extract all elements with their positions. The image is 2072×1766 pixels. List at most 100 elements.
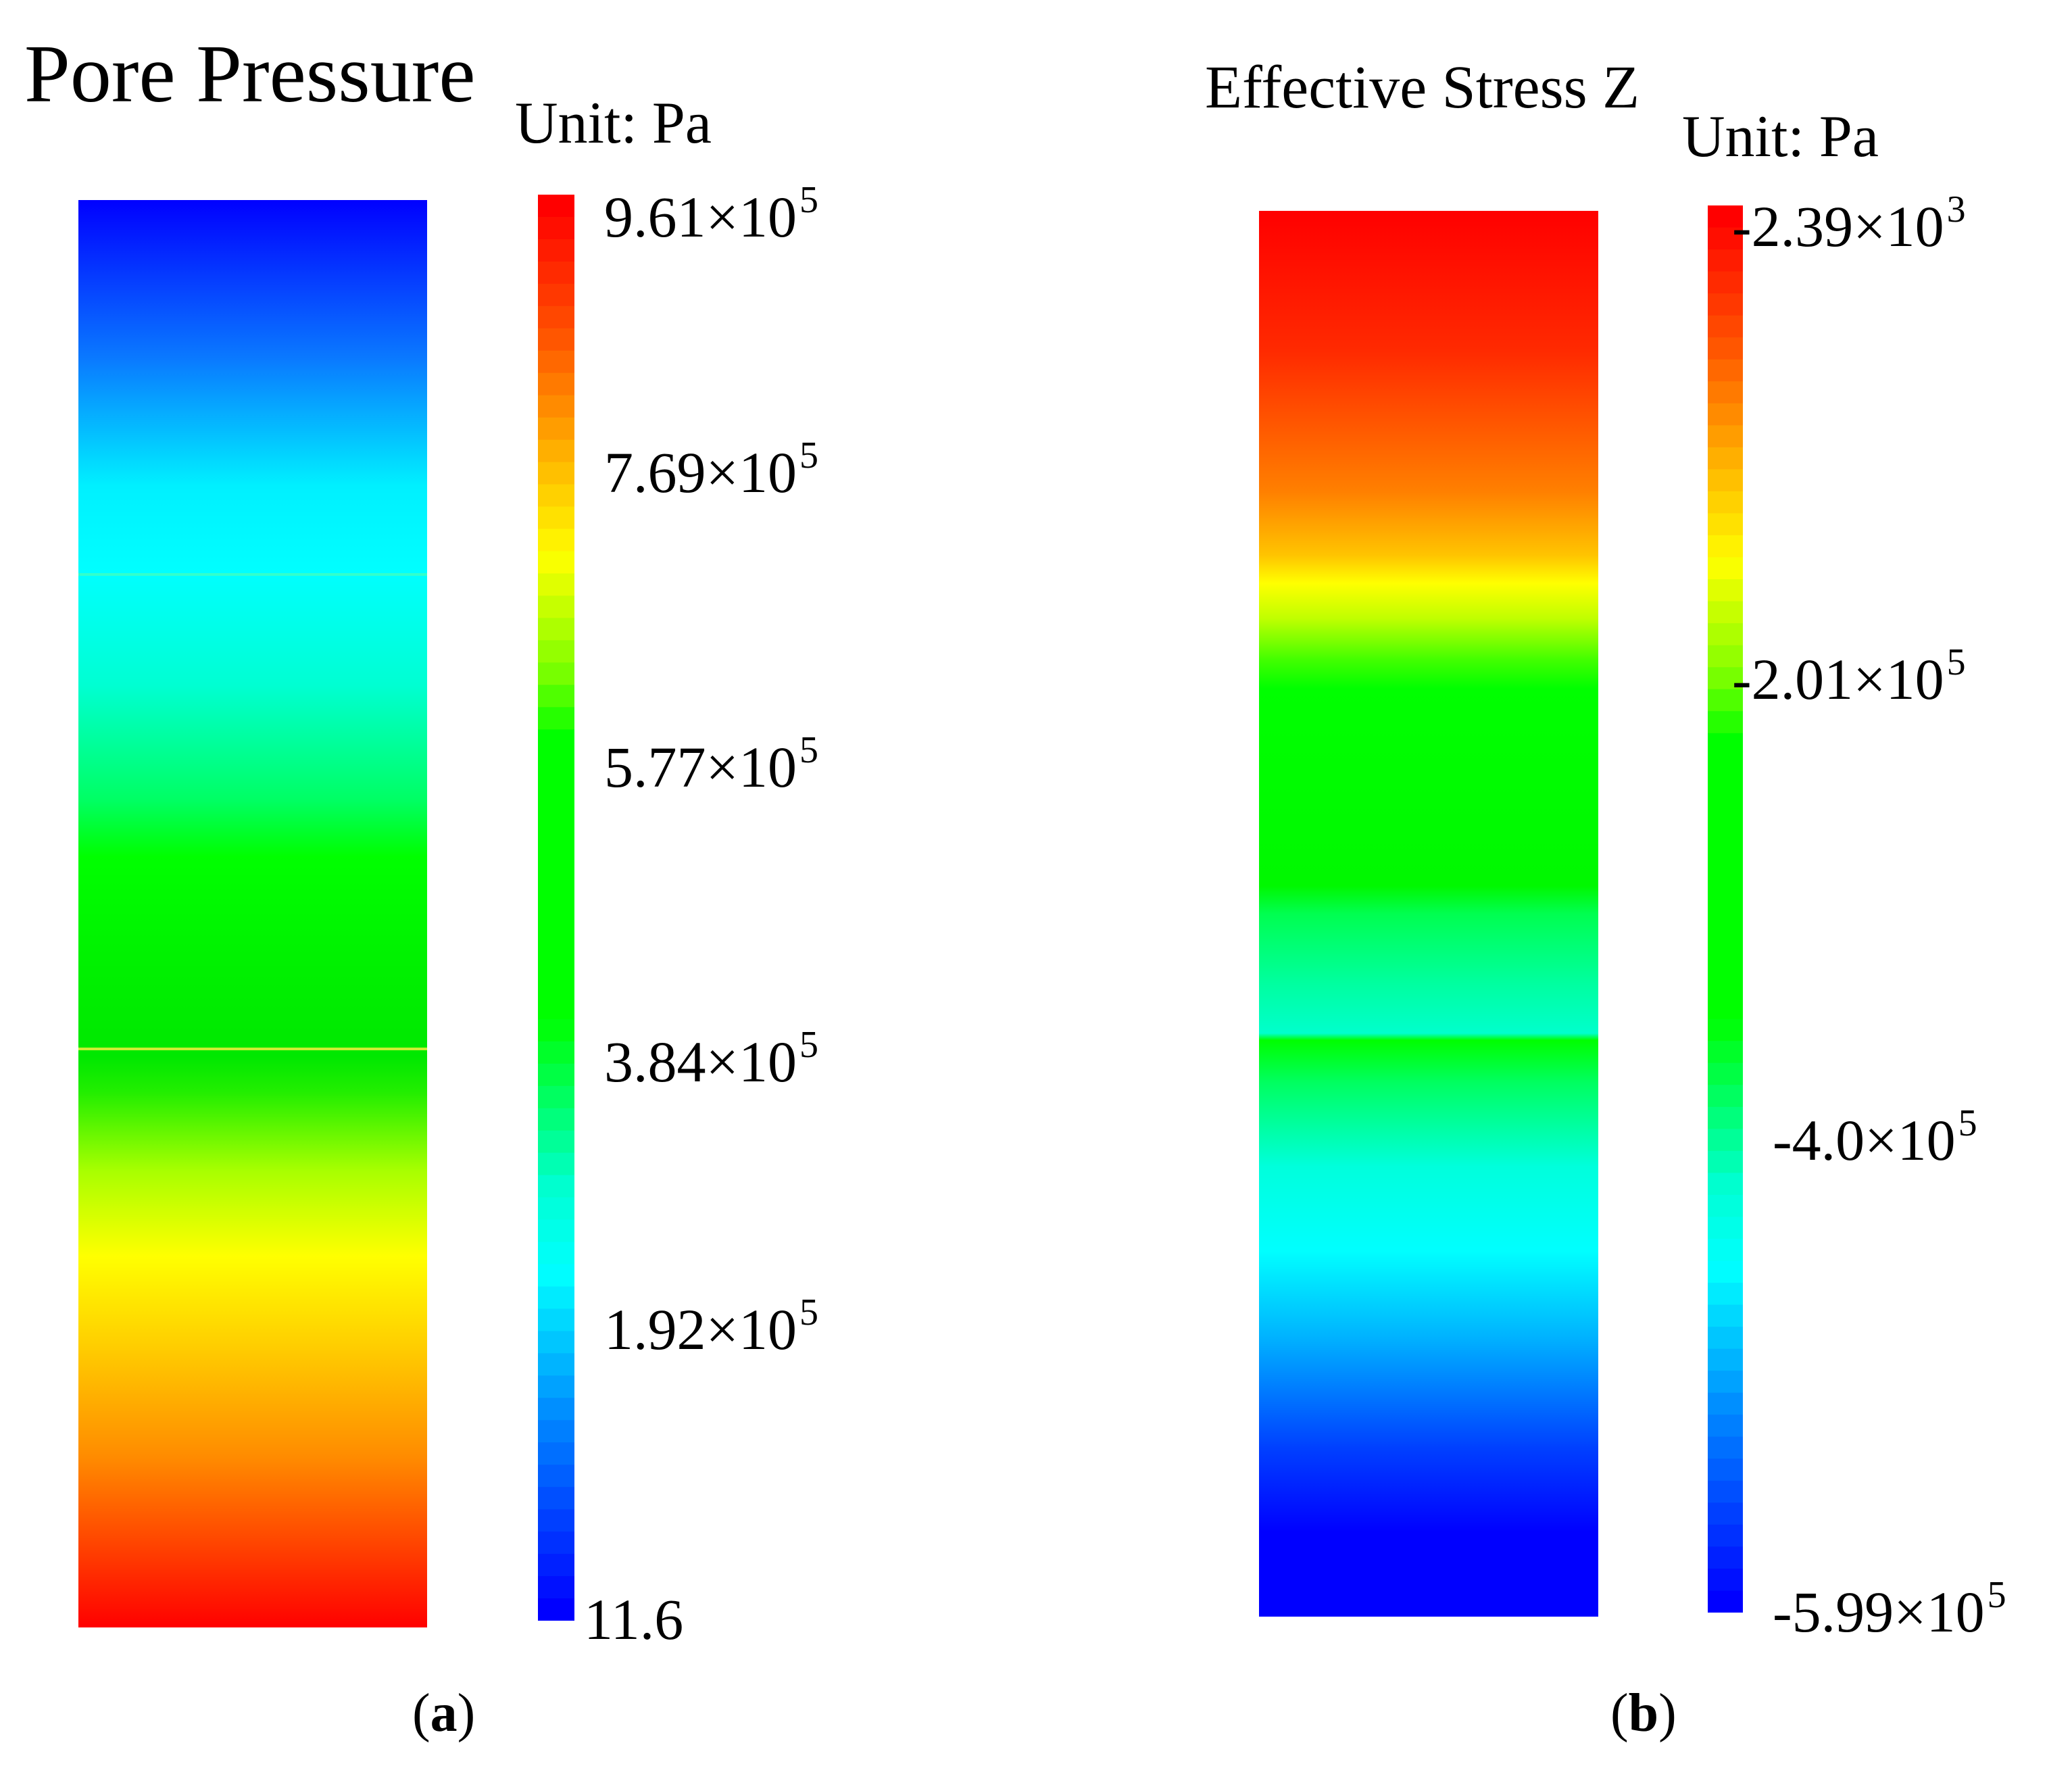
colorbar-segment bbox=[538, 328, 574, 351]
colorbar-segment bbox=[1708, 1568, 1743, 1592]
colorbar-segment bbox=[538, 1509, 574, 1532]
colorbar-segment bbox=[1708, 1062, 1743, 1085]
colorbar-segment bbox=[1708, 1524, 1743, 1548]
colorbar-segment bbox=[1708, 1085, 1743, 1108]
colorbar-segment bbox=[538, 1286, 574, 1310]
colorbar-segment bbox=[538, 195, 574, 218]
colorbar-segment bbox=[1708, 535, 1743, 558]
colorbar-segment bbox=[538, 573, 574, 597]
colorbar-segment bbox=[1708, 1327, 1743, 1350]
colorbar-segment bbox=[1708, 1260, 1743, 1283]
colorbar-segment bbox=[1708, 601, 1743, 624]
colorbar-segment bbox=[538, 1041, 574, 1064]
colorbar-segment bbox=[1708, 1546, 1743, 1569]
layer-boundary-1 bbox=[78, 573, 427, 576]
colorbar-segment bbox=[538, 1531, 574, 1554]
layer-boundary-2 bbox=[78, 1048, 427, 1050]
colorbar-segment bbox=[1708, 1480, 1743, 1503]
colorbar-segment bbox=[538, 1353, 574, 1376]
colorbar-segment bbox=[1708, 1106, 1743, 1129]
colorbar-tick-label: -4.0×105 bbox=[1773, 1102, 1977, 1173]
pore-pressure-fill bbox=[78, 200, 427, 1627]
colorbar-segment bbox=[538, 216, 574, 240]
panel-caption: (b) bbox=[1610, 1684, 1677, 1743]
colorbar-segment bbox=[538, 996, 574, 1020]
colorbar-segment bbox=[538, 1398, 574, 1421]
colorbar-segment bbox=[538, 640, 574, 663]
colorbar-segment bbox=[1708, 799, 1743, 822]
colorbar-segment bbox=[538, 685, 574, 708]
colorbar-segment bbox=[1708, 227, 1743, 250]
colorbar-segment bbox=[538, 305, 574, 329]
colorbar-segment bbox=[1708, 909, 1743, 932]
colorbar-segment bbox=[538, 462, 574, 485]
colorbar-tick-label: 7.69×105 bbox=[604, 435, 819, 505]
colorbar-segment bbox=[1708, 1436, 1743, 1459]
colorbar-segment bbox=[538, 1197, 574, 1221]
colorbar-segment bbox=[1708, 777, 1743, 800]
colorbar-segment bbox=[538, 350, 574, 374]
colorbar-segment bbox=[538, 929, 574, 953]
colorbar-segment bbox=[538, 261, 574, 285]
colorbar-segment bbox=[538, 439, 574, 463]
unit-label: Unit: Pa bbox=[1682, 104, 1879, 170]
colorbar-segment bbox=[1708, 1502, 1743, 1525]
colorbar-segment bbox=[538, 952, 574, 975]
colorbar-segment bbox=[1708, 997, 1743, 1020]
effective-stress-fill bbox=[1259, 211, 1598, 1617]
colorbar-segment bbox=[1708, 513, 1743, 536]
colorbar-segment bbox=[538, 1264, 574, 1287]
colorbar-segment bbox=[538, 1442, 574, 1465]
colorbar-segment bbox=[1708, 1283, 1743, 1306]
colorbar-segment bbox=[1708, 887, 1743, 910]
colorbar-segment bbox=[538, 529, 574, 552]
colorbar-segment bbox=[1708, 953, 1743, 976]
colorbar-segment bbox=[538, 908, 574, 931]
colorbar-segment bbox=[1708, 623, 1743, 646]
colorbar-segment bbox=[1708, 403, 1743, 426]
colorbar-segment bbox=[1708, 425, 1743, 448]
colorbar-segment bbox=[538, 1219, 574, 1243]
colorbar-segment bbox=[1708, 491, 1743, 514]
colorbar-segment bbox=[538, 662, 574, 685]
colorbar-segment bbox=[1708, 689, 1743, 712]
colorbar-segment bbox=[538, 506, 574, 530]
colorbar-segment bbox=[538, 1420, 574, 1443]
colorbar bbox=[1708, 205, 1743, 1613]
colorbar-segment bbox=[538, 841, 574, 864]
colorbar-segment bbox=[1708, 271, 1743, 294]
colorbar-segment bbox=[538, 283, 574, 307]
colorbar-segment bbox=[538, 239, 574, 262]
colorbar-segment bbox=[1708, 1458, 1743, 1481]
colorbar-segment bbox=[538, 796, 574, 819]
colorbar-segment bbox=[538, 885, 574, 908]
colorbar-segment bbox=[1708, 1173, 1743, 1196]
colorbar-segment bbox=[538, 1130, 574, 1154]
colorbar-segment bbox=[538, 395, 574, 418]
colorbar-segment bbox=[1708, 864, 1743, 888]
colorbar-segment bbox=[1708, 755, 1743, 778]
colorbar-segment bbox=[1708, 1371, 1743, 1394]
colorbar-segment bbox=[1708, 359, 1743, 382]
colorbar-segment bbox=[1708, 249, 1743, 272]
colorbar-segment bbox=[538, 1063, 574, 1087]
colorbar-segment bbox=[1708, 1129, 1743, 1152]
colorbar-segment bbox=[1708, 645, 1743, 668]
colorbar-segment bbox=[1708, 711, 1743, 734]
colorbar-tick-label: 5.77×105 bbox=[604, 729, 819, 800]
colorbar-segment bbox=[1708, 337, 1743, 360]
colorbar-segment bbox=[1708, 1348, 1743, 1371]
colorbar-segment bbox=[1708, 469, 1743, 492]
colorbar-segment bbox=[538, 1308, 574, 1332]
colorbar-segment bbox=[538, 1175, 574, 1198]
colorbar-tick-label: 1.92×105 bbox=[604, 1292, 819, 1362]
colorbar-segment bbox=[1708, 1590, 1743, 1613]
colorbar-segment bbox=[1708, 843, 1743, 866]
effective-stress-field bbox=[1259, 211, 1598, 1617]
colorbar-segment bbox=[538, 1108, 574, 1131]
colorbar-tick-label: -2.39×103 bbox=[1732, 189, 1966, 259]
colorbar-segment bbox=[538, 1242, 574, 1265]
colorbar-segment bbox=[538, 417, 574, 441]
colorbar-segment bbox=[538, 618, 574, 641]
colorbar-segment bbox=[1708, 820, 1743, 844]
